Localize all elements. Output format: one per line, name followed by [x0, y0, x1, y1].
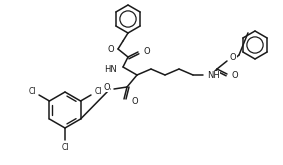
Text: O: O: [230, 53, 237, 63]
Text: O: O: [103, 82, 110, 92]
Text: O: O: [107, 45, 114, 53]
Text: Cl: Cl: [61, 144, 69, 152]
Text: NH: NH: [207, 70, 220, 80]
Text: Cl: Cl: [94, 86, 102, 96]
Text: Cl: Cl: [28, 86, 36, 96]
Text: HN: HN: [104, 66, 117, 75]
Text: O: O: [143, 47, 150, 55]
Text: O: O: [132, 97, 139, 105]
Text: O: O: [232, 71, 239, 81]
